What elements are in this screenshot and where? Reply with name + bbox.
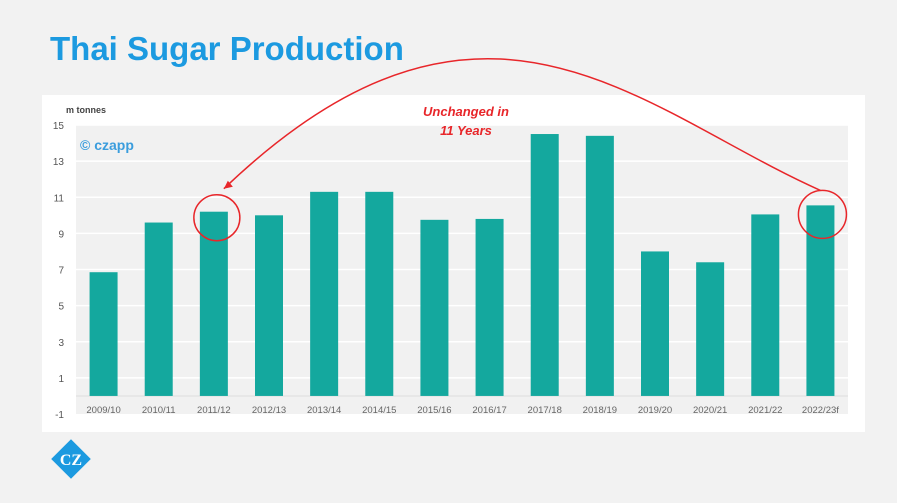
bar xyxy=(199,211,228,396)
x-tick-label: 2014/15 xyxy=(362,405,396,416)
x-tick-label: 2016/17 xyxy=(472,405,506,416)
y-axis-label: m tonnes xyxy=(66,105,106,115)
bar xyxy=(696,262,725,396)
annotation-text-line2: 11 Years xyxy=(440,123,492,138)
x-tick-label: 2021/22 xyxy=(748,405,782,416)
x-tick-label: 2019/20 xyxy=(638,405,672,416)
y-tick-label: 1 xyxy=(58,374,64,385)
svg-text:CZ: CZ xyxy=(60,452,82,469)
bar xyxy=(144,222,173,396)
bar xyxy=(255,215,283,396)
bar xyxy=(751,214,780,396)
bar xyxy=(89,272,118,396)
x-tick-label: 2017/18 xyxy=(528,405,562,416)
x-tick-label: 2011/12 xyxy=(197,405,231,416)
x-tick-label: 2018/19 xyxy=(583,405,617,416)
bar xyxy=(475,218,504,396)
x-tick-label: 2022/23f xyxy=(802,405,839,416)
bar xyxy=(530,134,559,396)
x-tick-label: 2010/11 xyxy=(142,405,176,416)
bar xyxy=(420,219,449,396)
y-tick-label: 5 xyxy=(58,302,64,313)
y-tick-label: 13 xyxy=(53,157,65,168)
bar xyxy=(641,251,669,396)
y-tick-label: 3 xyxy=(58,338,64,349)
y-tick-label: 11 xyxy=(54,193,65,204)
bar xyxy=(585,135,614,396)
y-tick-label: 15 xyxy=(53,121,65,132)
arrowhead-icon xyxy=(223,180,233,189)
x-tick-label: 2012/13 xyxy=(252,405,286,416)
x-tick-label: 2009/10 xyxy=(86,405,120,416)
y-tick-label: 7 xyxy=(58,266,64,277)
bar xyxy=(365,191,394,396)
x-tick-label: 2015/16 xyxy=(417,405,451,416)
bar xyxy=(806,205,835,396)
czapp-logo: CZ xyxy=(51,439,91,479)
y-tick-label: -1 xyxy=(55,410,64,421)
x-tick-label: 2013/14 xyxy=(307,405,341,416)
y-tick-label: 9 xyxy=(58,229,64,240)
annotation-text-line1: Unchanged in xyxy=(423,104,509,119)
x-tick-label: 2020/21 xyxy=(693,405,727,416)
highlight-circle xyxy=(797,189,848,240)
watermark: © czapp xyxy=(80,137,134,153)
bar xyxy=(310,191,339,396)
slide-title: Thai Sugar Production xyxy=(50,30,404,67)
highlight-circle xyxy=(193,193,241,242)
annotation-arrow xyxy=(223,58,821,192)
